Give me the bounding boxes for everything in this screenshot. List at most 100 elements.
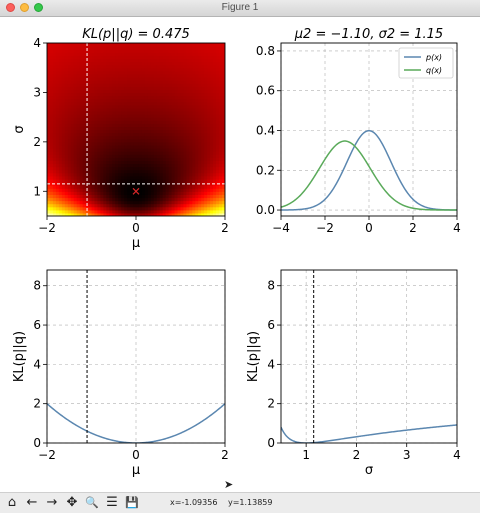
heatmap-cell bbox=[58, 172, 63, 177]
close-window-icon[interactable] bbox=[6, 3, 15, 12]
heatmap-cell bbox=[162, 163, 167, 168]
heatmap-cell bbox=[171, 138, 176, 143]
heatmap-cell bbox=[97, 70, 101, 75]
heatmap-cell bbox=[103, 114, 107, 118]
heatmap-cell bbox=[174, 212, 179, 216]
heatmap-cell bbox=[94, 104, 99, 109]
heatmap-cell bbox=[198, 46, 202, 50]
home-icon[interactable]: ⌂ bbox=[7, 495, 17, 510]
heatmap-cell bbox=[147, 141, 152, 146]
heatmap-cell bbox=[222, 86, 225, 90]
heatmap-cell bbox=[55, 101, 60, 106]
heatmap-cell bbox=[207, 169, 211, 174]
forward-icon[interactable]: → bbox=[46, 495, 58, 510]
heatmap-cell bbox=[219, 67, 223, 72]
heatmap-cell bbox=[115, 114, 119, 118]
heatmap-cell bbox=[168, 76, 173, 81]
heatmap-cell bbox=[82, 191, 87, 195]
heatmap-cell bbox=[67, 172, 72, 177]
heatmap-cell bbox=[49, 132, 54, 137]
heatmap-cell bbox=[67, 197, 72, 202]
heatmap-cell bbox=[47, 169, 51, 174]
heatmap-cell bbox=[130, 49, 134, 53]
heatmap-cell bbox=[109, 64, 113, 69]
heatmap-cell bbox=[159, 114, 164, 118]
heatmap-cell bbox=[103, 89, 107, 94]
heatmap-cell bbox=[177, 49, 182, 53]
heatmap-cell bbox=[67, 55, 72, 60]
heatmap-cell bbox=[112, 117, 116, 121]
heatmap-cell bbox=[141, 209, 146, 214]
heatmap-cell bbox=[127, 83, 131, 87]
heatmap-cell bbox=[112, 163, 116, 168]
minimize-window-icon[interactable] bbox=[20, 3, 29, 12]
heatmap-cell bbox=[109, 151, 113, 155]
heatmap-cell bbox=[82, 86, 87, 90]
heatmap-cell bbox=[201, 132, 205, 137]
heatmap-cell bbox=[204, 144, 208, 149]
heatmap-cell bbox=[201, 95, 205, 100]
heatmap-cell bbox=[138, 86, 143, 90]
maximize-window-icon[interactable] bbox=[34, 3, 43, 12]
heatmap-cell bbox=[52, 166, 57, 171]
heatmap-cell bbox=[138, 67, 143, 72]
configure-subplots-icon[interactable]: ☰ bbox=[106, 495, 118, 510]
heatmap-cell bbox=[136, 120, 140, 124]
heatmap-cell bbox=[198, 83, 202, 87]
heatmap-cell bbox=[76, 188, 81, 192]
heatmap-cell bbox=[213, 76, 217, 81]
heatmap-cell bbox=[79, 185, 84, 189]
heatmap-cell bbox=[97, 194, 101, 199]
heatmap-cell bbox=[52, 191, 57, 195]
heatmap-cell bbox=[127, 58, 131, 63]
heatmap-cell bbox=[153, 148, 158, 152]
back-icon[interactable]: ← bbox=[26, 495, 38, 510]
zoom-icon[interactable]: 🔍 bbox=[85, 496, 99, 509]
heatmap-cell bbox=[79, 172, 84, 177]
heatmap-cell bbox=[180, 83, 185, 87]
heatmap-cell bbox=[216, 163, 220, 168]
y-tick-label: 0 bbox=[267, 436, 275, 450]
heatmap-cell bbox=[207, 110, 211, 115]
legend-label: p(x) bbox=[425, 53, 442, 62]
title-bar[interactable]: Figure 1 bbox=[0, 0, 480, 17]
heatmap-cell bbox=[103, 144, 107, 149]
heatmap-cell bbox=[61, 86, 66, 90]
heatmap-cell bbox=[127, 129, 131, 134]
heatmap-cell bbox=[91, 46, 96, 50]
heatmap-cell bbox=[222, 188, 225, 192]
heatmap-cell bbox=[216, 154, 220, 158]
heatmap-cell bbox=[156, 154, 161, 158]
heatmap-cell bbox=[156, 148, 161, 152]
heatmap-cell bbox=[198, 141, 202, 146]
heatmap-cell bbox=[61, 200, 66, 205]
pan-icon[interactable]: ✥ bbox=[66, 495, 78, 510]
heatmap-cell bbox=[210, 132, 214, 137]
heatmap-cell bbox=[222, 200, 225, 205]
heatmap-cell bbox=[55, 169, 60, 174]
heatmap-cell bbox=[58, 206, 63, 211]
heatmap-cell bbox=[186, 212, 190, 216]
heatmap-cell bbox=[195, 212, 199, 216]
heatmap-cell bbox=[165, 104, 170, 109]
heatmap-cell bbox=[189, 188, 193, 192]
heatmap-cell bbox=[207, 98, 211, 103]
heatmap-cell bbox=[189, 58, 193, 63]
heatmap-cell bbox=[49, 209, 54, 214]
heatmap-cell bbox=[64, 104, 69, 109]
heatmap-cell bbox=[136, 117, 140, 121]
heatmap-cell bbox=[195, 172, 199, 177]
heatmap-cell bbox=[198, 129, 202, 134]
heatmap-cell bbox=[201, 188, 205, 192]
heatmap-cell bbox=[112, 120, 116, 124]
heatmap-cell bbox=[171, 212, 176, 216]
heatmap-cell bbox=[91, 76, 96, 81]
heatmap-cell bbox=[47, 73, 51, 78]
heatmap-cell bbox=[201, 64, 205, 69]
heatmap-cell bbox=[64, 200, 69, 205]
heatmap-cell bbox=[82, 129, 87, 134]
heatmap-cell bbox=[180, 188, 185, 192]
save-icon[interactable]: 💾 bbox=[125, 496, 139, 509]
heatmap-cell bbox=[79, 182, 84, 186]
